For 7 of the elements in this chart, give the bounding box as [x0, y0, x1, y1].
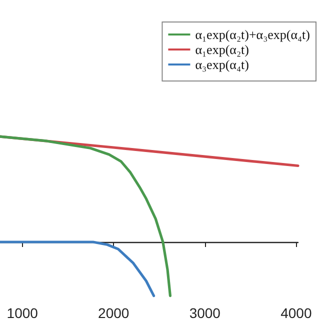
legend-label: α₁exp(α₂t): [195, 42, 249, 57]
legend-label: α₁exp(α₂t)+α₃exp(α₄t): [195, 27, 310, 42]
legend-label: α₃exp(α₄t): [195, 57, 249, 72]
x-tick-label: 2000: [98, 305, 130, 320]
x-tick-label: 4000: [280, 305, 312, 320]
x-tick-label: 1000: [6, 305, 38, 320]
x-tick-label: 3000: [189, 305, 221, 320]
